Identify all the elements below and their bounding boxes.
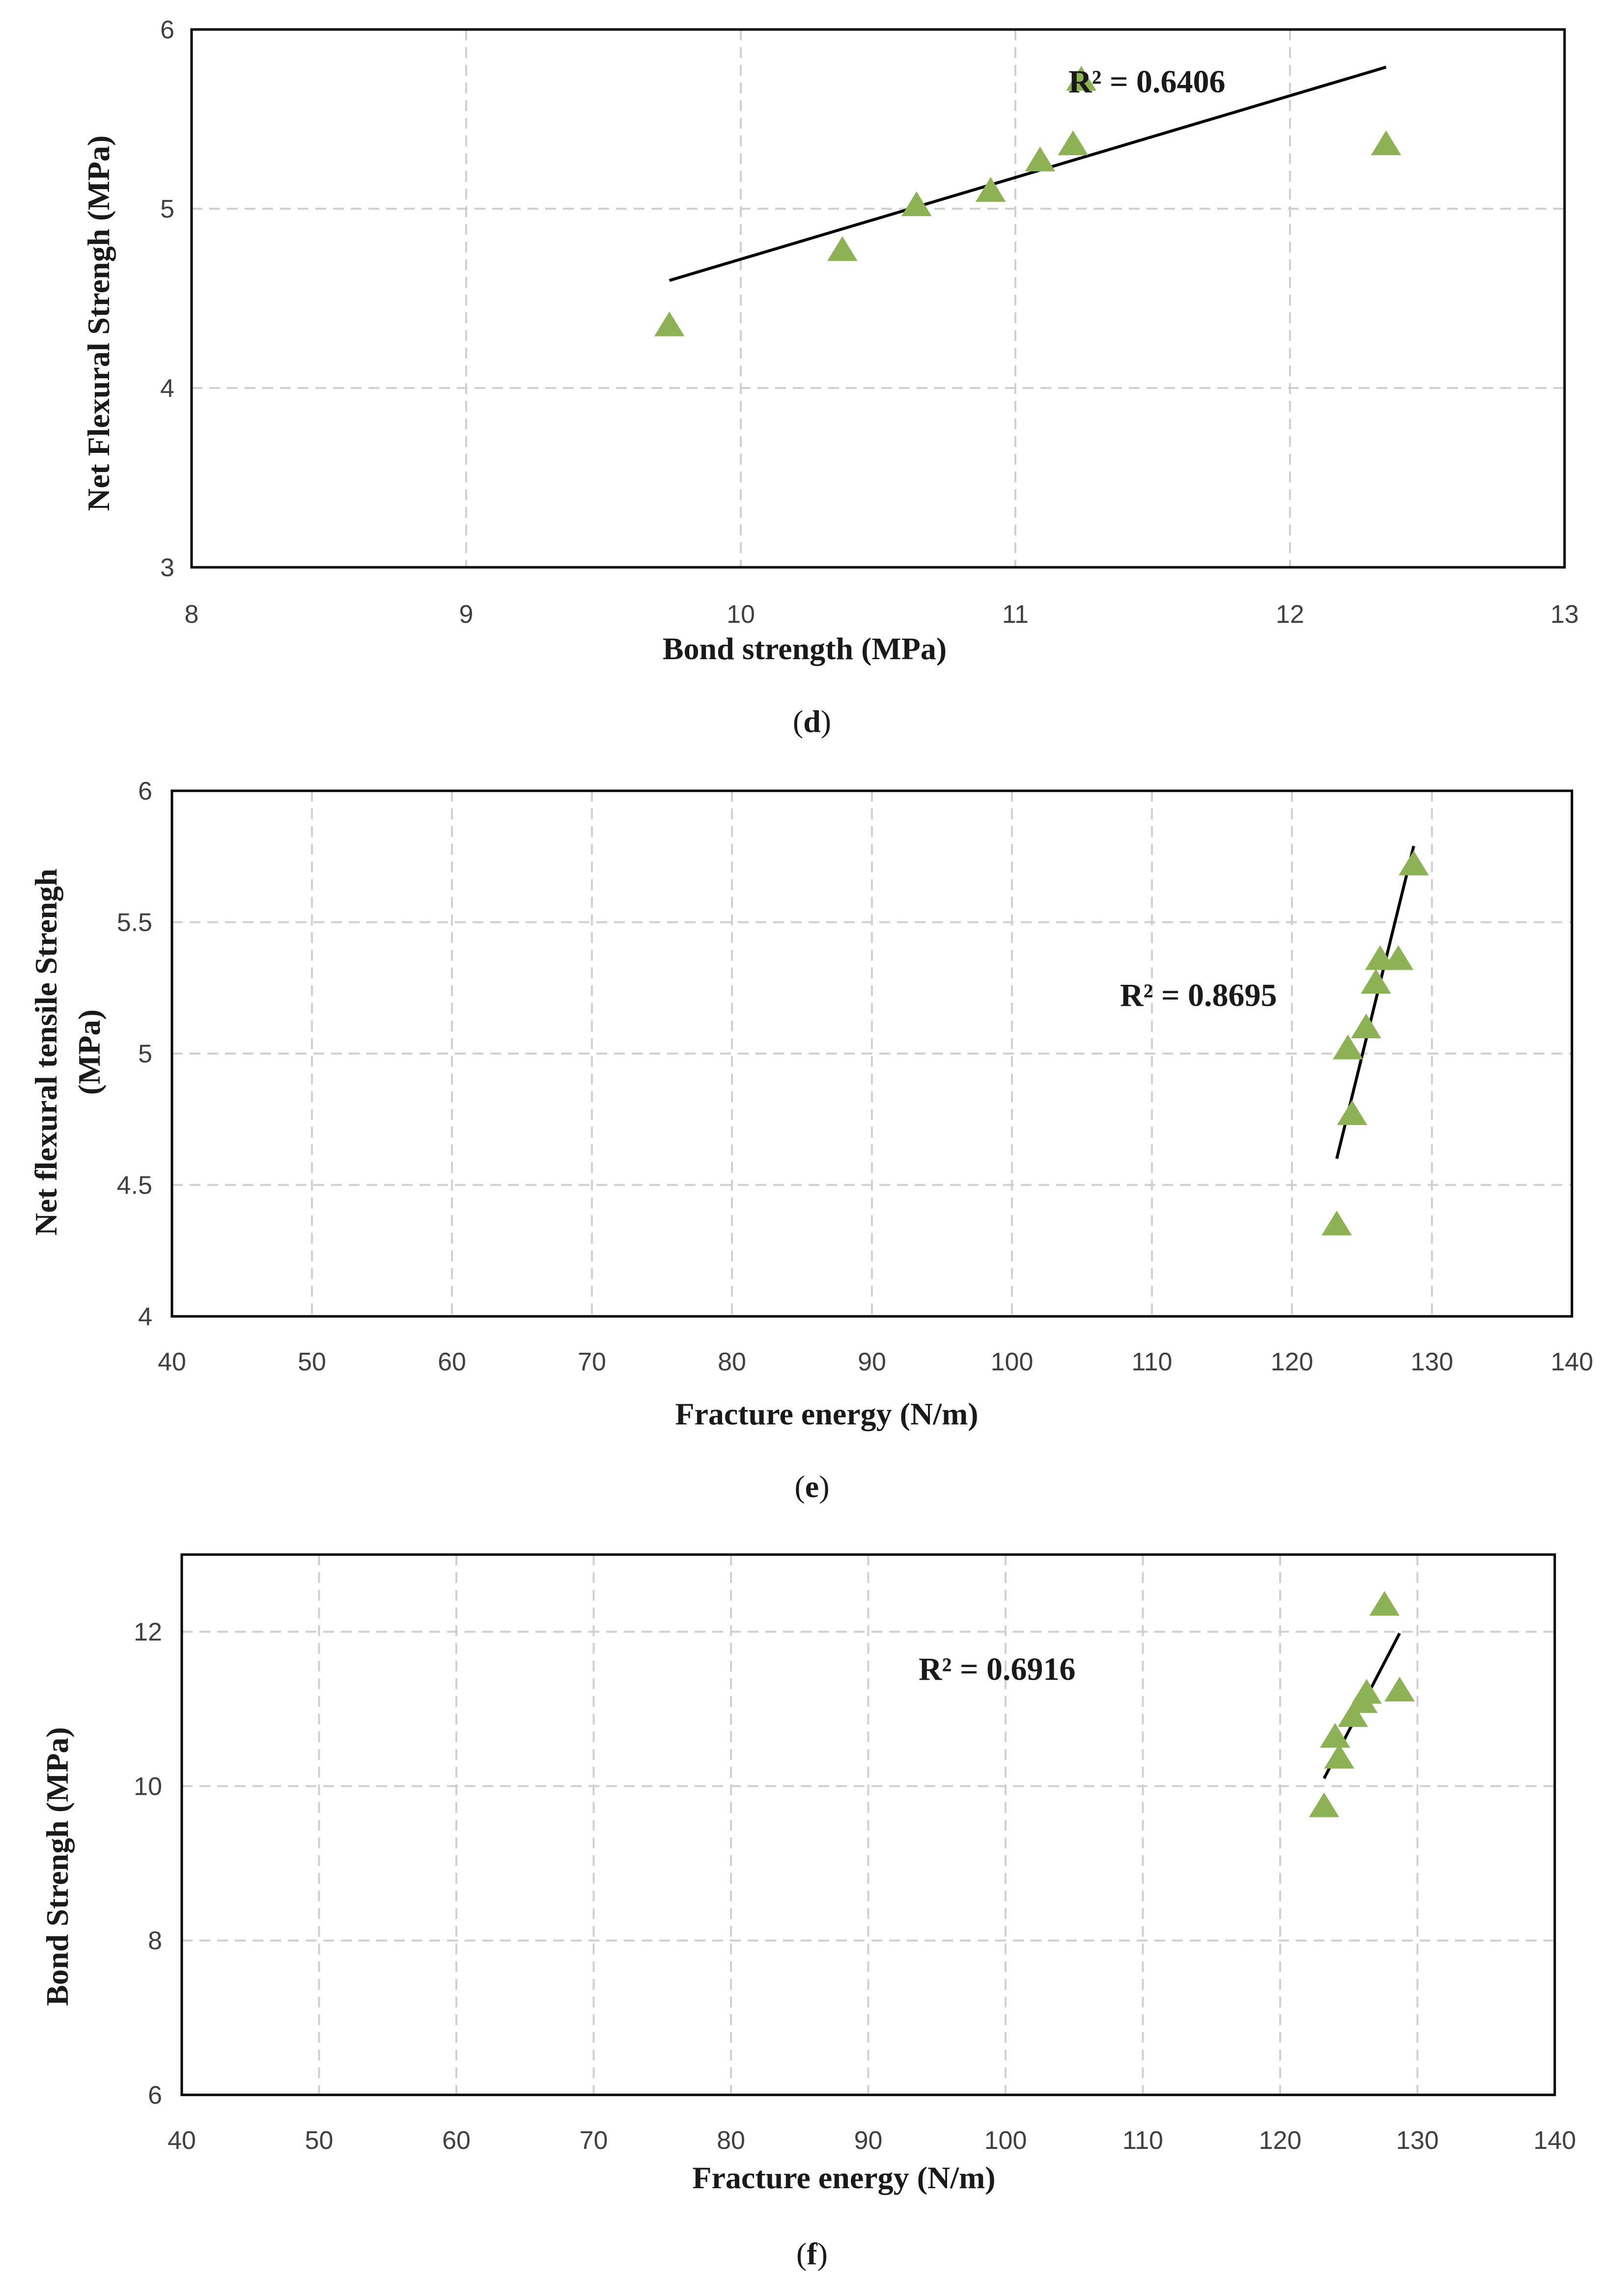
data-point-triangle [1324, 1744, 1354, 1769]
r2-label: R² = 0.6406 [1068, 64, 1226, 100]
x-tick-label: 110 [1132, 1348, 1173, 1376]
y-axis-label: Net Flexural Strengh (MPa) [81, 136, 116, 511]
data-point-triangle [1337, 1100, 1368, 1125]
x-tick-label: 60 [442, 2126, 471, 2155]
y-tick-label: 4 [160, 374, 174, 403]
data-point-triangle [1058, 130, 1089, 155]
caption-f: (f) [796, 2236, 828, 2271]
data-point-triangle [975, 177, 1006, 202]
y-tick-label: 5.5 [117, 909, 152, 937]
data-point-triangle [1025, 146, 1056, 171]
x-axis-label: Bond strength (MPa) [663, 631, 947, 666]
y-axis-label: Bond Strengh (MPa) [40, 1727, 75, 2006]
x-tick-label: 70 [578, 1348, 606, 1376]
y-tick-label: 12 [134, 1618, 162, 1646]
x-tick-label: 130 [1396, 2126, 1439, 2155]
y-tick-label: 8 [148, 1927, 162, 1955]
y-tick-label: 10 [134, 1772, 162, 1801]
tick-labels: 8 9 10 11 12 13 3 4 5 6 [160, 16, 1579, 629]
plot-area-border [170, 789, 1573, 1318]
chart-panel-e: 40 50 60 70 80 90 100 110 120 130 140 4 4.5 5 5.5 6 R² … [28, 777, 1593, 1504]
data-point-triangle [1369, 1591, 1400, 1616]
x-tick-label: 12 [1276, 600, 1304, 629]
y-tick-label: 6 [160, 16, 174, 44]
x-tick-label: 100 [984, 2126, 1027, 2155]
gridlines [192, 29, 1565, 567]
data-point-triangle [1371, 130, 1401, 155]
x-tick-label: 110 [1122, 2126, 1163, 2155]
data-point-triangle [1066, 66, 1096, 91]
x-tick-label: 80 [718, 1348, 746, 1376]
x-tick-label: 50 [305, 2126, 334, 2155]
y-tick-label: 6 [138, 777, 152, 806]
x-tick-label: 50 [298, 1348, 326, 1376]
plot-frame [170, 789, 1573, 1318]
plot-area-border [180, 1553, 1556, 2096]
x-tick-label: 130 [1411, 1348, 1454, 1376]
y-tick-label: 6 [148, 2081, 162, 2110]
y-tick-label: 4 [138, 1303, 152, 1331]
x-tick-label: 11 [1002, 600, 1029, 629]
y-tick-label: 3 [160, 554, 174, 582]
trendline [669, 65, 1387, 282]
data-point-triangle [901, 191, 932, 217]
x-tick-label: 40 [158, 1348, 186, 1376]
data-point-triangle [1320, 1723, 1350, 1748]
data-point-triangle [1399, 850, 1429, 876]
x-tick-label: 120 [1271, 1348, 1314, 1376]
chart-panel-f: 40 50 60 70 80 90 100 110 120 130 140 6 8 10 12 R² = 0… [40, 1553, 1576, 2271]
x-tick-label: 140 [1534, 2126, 1576, 2155]
gridlines [182, 1555, 1555, 2095]
chart-panel-d: 8 9 10 11 12 13 3 4 5 6 R² = 0.6406 Bond strength… [81, 16, 1579, 739]
plot-frame [180, 1553, 1556, 2096]
x-axis-label: Fracture energy (N/m) [692, 2160, 995, 2195]
data-point-triangle [1351, 1013, 1381, 1038]
x-axis-label: Fracture energy (N/m) [675, 1396, 978, 1431]
data-point-triangle [1361, 969, 1391, 994]
data-points [654, 66, 1401, 336]
y-axis-label: Net flexural tensile Strengh (MPa) [28, 868, 107, 1235]
y-tick-label: 5 [138, 1040, 152, 1068]
data-points [1321, 850, 1429, 1236]
data-point-triangle [1384, 1676, 1415, 1701]
data-point-triangle [1321, 1210, 1352, 1236]
x-tick-label: 60 [438, 1348, 466, 1376]
data-point-triangle [1309, 1792, 1340, 1817]
y-tick-label: 4.5 [117, 1171, 152, 1200]
x-tick-label: 13 [1550, 600, 1579, 629]
data-point-triangle [1351, 1679, 1382, 1704]
tick-labels: 40 50 60 70 80 90 100 110 120 130 140 6 8 10 12 [134, 1618, 1576, 2155]
caption-d: (d) [793, 704, 831, 739]
data-point-triangle [1333, 1034, 1363, 1059]
r2-label: R² = 0.8695 [1120, 977, 1277, 1013]
y-axis-label-line-2: (MPa) [72, 1009, 107, 1095]
data-point-triangle [1338, 1702, 1368, 1727]
data-point-triangle [1383, 945, 1414, 970]
caption-e: (e) [794, 1469, 829, 1504]
plot-area-border [190, 28, 1566, 569]
data-points [1309, 1591, 1415, 1817]
x-tick-label: 80 [717, 2126, 745, 2155]
trendline-group [669, 65, 1387, 282]
x-tick-label: 100 [991, 1348, 1034, 1376]
x-tick-label: 70 [580, 2126, 608, 2155]
x-tick-label: 40 [168, 2126, 196, 2155]
r2-label: R² = 0.6916 [919, 1651, 1076, 1687]
y-tick-label: 5 [160, 195, 174, 223]
tick-labels: 40 50 60 70 80 90 100 110 120 130 140 4 4.5 5 5.5 6 [117, 777, 1594, 1376]
x-tick-label: 8 [185, 600, 199, 629]
x-tick-label: 9 [459, 600, 474, 629]
data-point-triangle [827, 236, 858, 261]
x-tick-label: 10 [727, 600, 755, 629]
x-tick-label: 90 [854, 2126, 883, 2155]
y-axis-label-line-1: Net flexural tensile Strengh [28, 868, 63, 1235]
x-tick-label: 90 [858, 1348, 886, 1376]
x-tick-label: 120 [1259, 2126, 1302, 2155]
data-point-triangle [654, 311, 685, 336]
plot-frame [190, 28, 1566, 569]
gridlines [172, 791, 1572, 1316]
x-tick-label: 140 [1551, 1348, 1594, 1376]
